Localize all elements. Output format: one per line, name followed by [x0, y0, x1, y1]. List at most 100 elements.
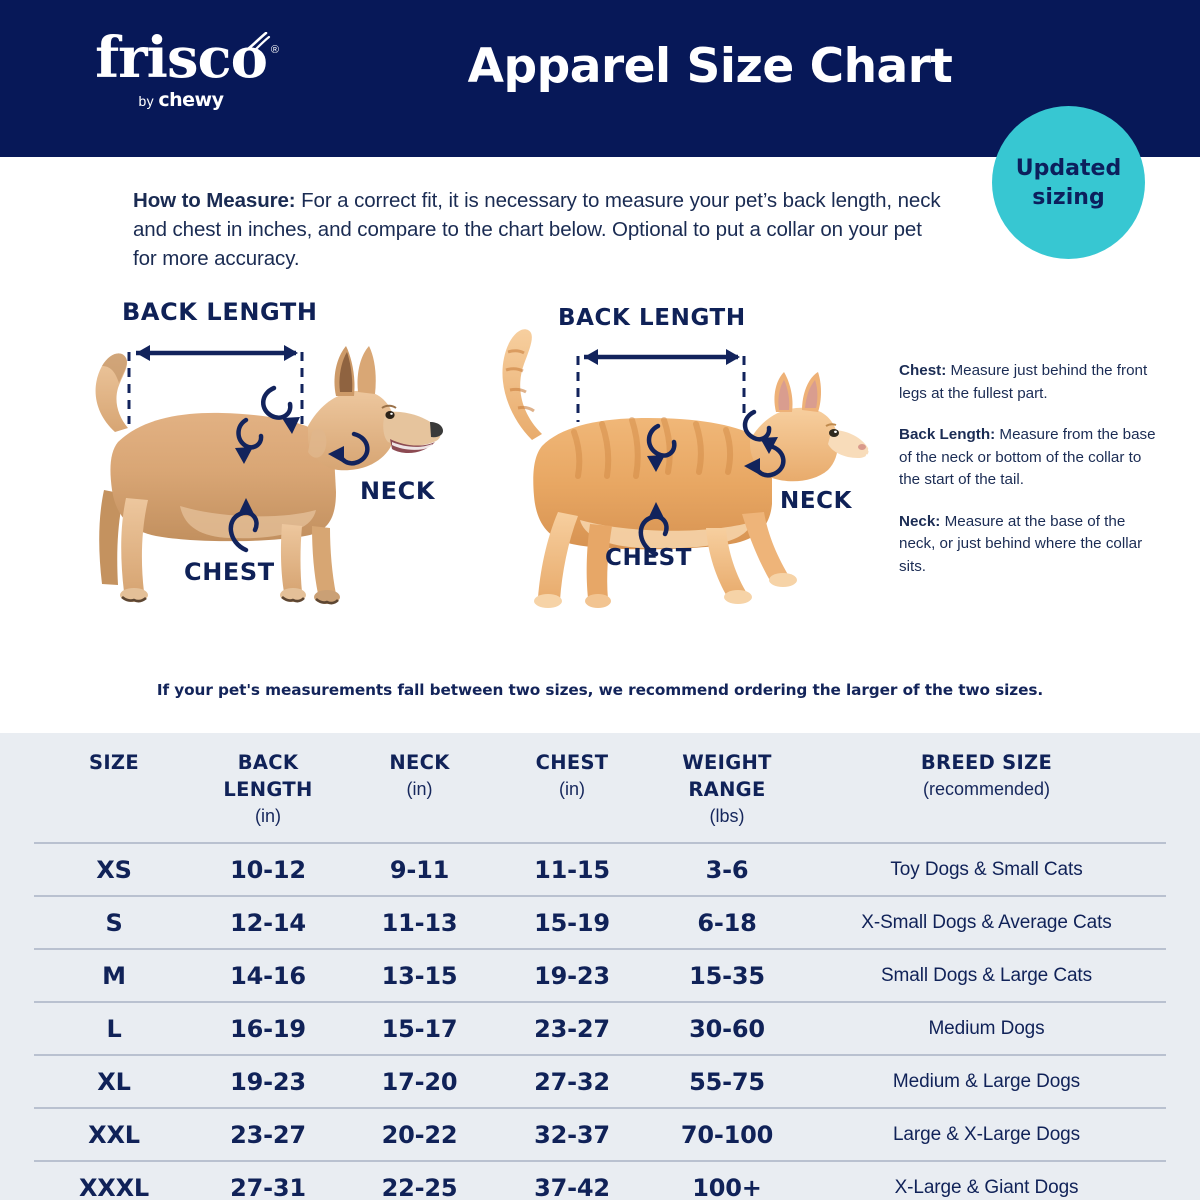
logo-wordmark-text: frisco — [95, 25, 268, 91]
table-row: XL 19-23 17-20 27-32 55-75 Medium & Large Dog… — [34, 1054, 1166, 1108]
dog-back-length-label: BACK LENGTH — [122, 298, 318, 326]
cell-neck: 17-20 — [342, 1054, 497, 1108]
column-header-back-length-line1: BACK — [237, 751, 299, 774]
table-row: XS 10-12 9-11 11-15 3-6 Toy Dogs & Small Cats — [34, 842, 1166, 896]
column-header-breed-unit: (recommended) — [922, 779, 1051, 799]
cell-size: XXL — [34, 1107, 194, 1161]
how-to-measure-label: How to Measure: — [133, 189, 296, 212]
definition-chest-text: Measure just behind the front legs at th… — [899, 362, 1148, 402]
logo-tagline: by chewy — [66, 89, 296, 111]
column-header-weight-range: WEIGHT RANGE (lbs) — [647, 749, 807, 843]
column-header-size-line1: SIZE — [89, 751, 139, 774]
cell-size: XL — [34, 1054, 194, 1108]
between-sizes-note: If your pet's measurements fall between … — [156, 681, 1044, 699]
table-row: L 16-19 15-17 23-27 30-60 Medium Dogs — [34, 1001, 1166, 1055]
cat-chest-label: CHEST — [605, 545, 693, 571]
cell-breed-size: Medium Dogs — [807, 1001, 1166, 1055]
cell-back-length: 27-31 — [194, 1160, 342, 1200]
logo-chewy-text: chewy — [158, 89, 224, 111]
header-bar: frisco ® by chewy Apparel Size Chart — [0, 0, 1200, 157]
column-header-back-length: BACK LENGTH (in) — [194, 749, 342, 843]
cell-back-length: 16-19 — [194, 1001, 342, 1055]
column-header-weight-line1: WEIGHT — [682, 751, 772, 774]
dog-measurement-diagram: BACK LENGTH NECK CHEST — [60, 292, 460, 622]
definition-back-length-term: Back Length: — [899, 426, 996, 443]
cell-back-length: 23-27 — [194, 1107, 342, 1161]
cell-neck: 15-17 — [342, 1001, 497, 1055]
cell-neck: 22-25 — [342, 1160, 497, 1200]
cell-size: S — [34, 895, 194, 949]
cell-back-length: 19-23 — [194, 1054, 342, 1108]
cell-neck: 13-15 — [342, 948, 497, 1002]
definition-chest: Chest: Measure just behind the front leg… — [899, 360, 1164, 405]
logo-wordmark: frisco ® — [95, 25, 279, 91]
column-header-neck-line1: NECK — [389, 751, 450, 774]
cell-breed-size: Large & X-Large Dogs — [807, 1107, 1166, 1161]
cell-weight-range: 55-75 — [647, 1054, 807, 1108]
column-header-weight-unit: (lbs) — [709, 806, 745, 826]
dog-neck-label: NECK — [360, 477, 436, 505]
cell-weight-range: 100+ — [647, 1160, 807, 1200]
column-header-chest-line1: CHEST — [535, 751, 609, 774]
column-header-weight-line2: RANGE — [688, 778, 766, 801]
size-table: SIZE BACK LENGTH (in) NECK (in) CHEST (i… — [34, 749, 1166, 1200]
definition-neck: Neck: Measure at the base of the neck, o… — [899, 511, 1164, 579]
registered-trademark-icon: ® — [270, 44, 279, 56]
cell-breed-size: Toy Dogs & Small Cats — [807, 842, 1166, 896]
column-header-size: SIZE — [34, 749, 194, 843]
cell-chest: 27-32 — [497, 1054, 647, 1108]
definition-neck-text: Measure at the base of the neck, or just… — [899, 512, 1143, 575]
table-row: S 12-14 11-13 15-19 6-18 X-Small Dogs & Avera… — [34, 895, 1166, 949]
cell-breed-size: Small Dogs & Large Cats — [807, 948, 1166, 1002]
cat-back-length-label: BACK LENGTH — [558, 305, 746, 331]
definition-chest-term: Chest: — [899, 362, 947, 379]
table-row: M 14-16 13-15 19-23 15-35 Small Dogs & Large … — [34, 948, 1166, 1002]
cell-breed-size: X-Small Dogs & Average Cats — [807, 895, 1166, 949]
column-header-breed-line1: BREED SIZE — [920, 751, 1053, 774]
cell-size: XXXL — [34, 1160, 194, 1200]
cell-breed-size: Medium & Large Dogs — [807, 1054, 1166, 1108]
cell-chest: 15-19 — [497, 895, 647, 949]
cat-measurement-diagram: BACK LENGTH NECK CHEST — [470, 300, 890, 620]
column-header-breed-size: BREED SIZE (recommended) — [807, 749, 1166, 843]
cell-back-length: 12-14 — [194, 895, 342, 949]
how-to-measure-body: For a correct fit, it is necessary to me… — [133, 189, 941, 270]
cell-chest: 11-15 — [497, 842, 647, 896]
cell-chest: 32-37 — [497, 1107, 647, 1161]
column-header-back-length-line2: LENGTH — [223, 778, 313, 801]
size-table-section: SIZE BACK LENGTH (in) NECK (in) CHEST (i… — [0, 733, 1200, 1200]
cat-illustration — [502, 329, 890, 608]
table-row: XXL 23-27 20-22 32-37 70-100 Large & X-Large … — [34, 1107, 1166, 1161]
cell-weight-range: 3-6 — [647, 842, 807, 896]
table-row: XXXL 27-31 22-25 37-42 100+ X-Large & Giant D… — [34, 1160, 1166, 1200]
cell-weight-range: 15-35 — [647, 948, 807, 1002]
cat-neck-label: NECK — [780, 488, 853, 514]
badge-line-2: sizing — [1032, 184, 1105, 210]
column-header-neck: NECK (in) — [342, 749, 497, 843]
cell-size: M — [34, 948, 194, 1002]
definition-back-length-text: Measure from the base of the neck or bot… — [899, 426, 1156, 488]
updated-sizing-badge: Updated sizing — [992, 106, 1145, 259]
column-header-back-length-unit: (in) — [255, 806, 281, 826]
measurement-definitions: Chest: Measure just behind the front leg… — [899, 360, 1164, 578]
cell-weight-range: 70-100 — [647, 1107, 807, 1161]
cell-weight-range: 6-18 — [647, 895, 807, 949]
dog-chest-label: CHEST — [184, 558, 275, 586]
table-header-row: SIZE BACK LENGTH (in) NECK (in) CHEST (i… — [34, 749, 1166, 843]
cell-back-length: 14-16 — [194, 948, 342, 1002]
cell-neck: 9-11 — [342, 842, 497, 896]
column-header-neck-unit: (in) — [406, 779, 433, 799]
cell-chest: 19-23 — [497, 948, 647, 1002]
cell-breed-size: X-Large & Giant Dogs — [807, 1160, 1166, 1200]
cell-back-length: 10-12 — [194, 842, 342, 896]
page-title: Apparel Size Chart — [467, 39, 953, 94]
cell-neck: 11-13 — [342, 895, 497, 949]
cell-weight-range: 30-60 — [647, 1001, 807, 1055]
logo-by-text: by — [138, 93, 154, 109]
badge-line-1: Updated — [1015, 155, 1122, 181]
how-to-measure-paragraph: How to Measure: For a correct fit, it is… — [133, 186, 943, 273]
definition-neck-term: Neck: — [899, 512, 941, 530]
column-header-chest-unit: (in) — [559, 779, 585, 799]
logo-swoosh-icon — [246, 32, 271, 52]
